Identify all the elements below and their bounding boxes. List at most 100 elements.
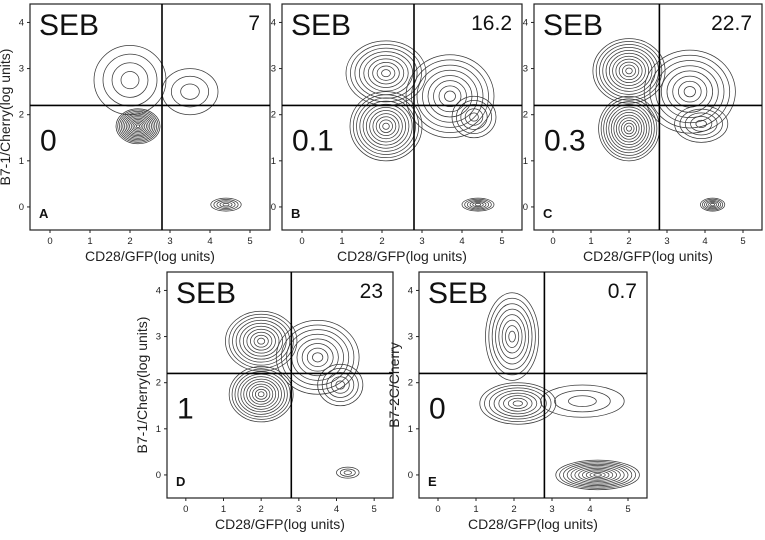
panel-e-population-4-contour: [593, 473, 602, 477]
panel-a-x-tick-label: 4: [207, 236, 212, 247]
panel-c-y-tick-label: 1: [523, 156, 528, 167]
panel-a-population-3-contour: [170, 75, 210, 108]
panel-a-population-4-contour: [222, 202, 230, 207]
panel-c-population-4-contour: [690, 116, 713, 132]
panel-e-x-tick-label: 3: [549, 504, 554, 515]
panel-b-population-2-contour: [367, 58, 405, 88]
panel-b-x-tick-label: 2: [379, 236, 384, 247]
panel-e-x-tick-label: 5: [625, 504, 630, 515]
panel-c-population-2-contour: [615, 58, 643, 83]
panel-c-population-5-contour: [710, 203, 716, 207]
panel-c-population-3-contour: [672, 75, 708, 108]
panel-e-population-1-contour: [501, 319, 523, 354]
panel-b-population-2-contour: [372, 62, 400, 85]
panel-a-y-tick-label: 3: [19, 64, 24, 75]
panel-b-population-3-contour: [416, 64, 484, 128]
panel-d-population-1-contour: [254, 388, 268, 400]
panel-c-population-2-contour: [605, 49, 653, 92]
panel-c-population-2-contour: [625, 67, 633, 75]
panel-e-y-tick-label: 0: [408, 470, 413, 481]
panel-d-population-1-contour: [237, 373, 285, 415]
panel-a-x-tick-label: 3: [167, 236, 172, 247]
panel-c-population-1-contour: [623, 122, 635, 135]
panel-b-frame: [281, 3, 523, 231]
panel-b-population-1-contour: [379, 119, 393, 133]
panel-d-population-3-contour: [275, 320, 360, 395]
panel-b-population-1-contour: [349, 91, 423, 162]
panel-c-population-2-contour: [599, 44, 659, 98]
panel-c-population-1-contour: [603, 101, 655, 156]
panel-e-population-4-contour: [585, 470, 610, 480]
panel-b-population-3-contour: [411, 59, 489, 133]
panel-d-population-3-contour: [281, 324, 355, 390]
panel-b-population-5-contour: [461, 197, 495, 212]
panel-c-x-tick-label: 5: [740, 236, 745, 247]
panel-e-population-4-contour: [555, 459, 640, 491]
panel-c-y-tick-label: 0: [523, 202, 528, 213]
panel-c-population-4-contour: [684, 112, 718, 136]
panel-d-population-3-contour: [306, 347, 329, 367]
panel-b-x-tick-label: 3: [419, 236, 424, 247]
panel-b-population-5-contour: [466, 199, 490, 210]
panel-d-population-1-contour: [246, 381, 277, 408]
panel-e-upper-right-percent: 0.7: [608, 280, 637, 303]
panel-b-population-5-contour: [472, 202, 484, 208]
panel-a-population-1-contour: [115, 108, 161, 145]
panel-c-population-5-contour: [706, 201, 720, 209]
panel-d-upper-right-percent: 23: [360, 280, 383, 303]
panel-b-upper-right-percent: 16.2: [471, 12, 512, 35]
panel-c-population-5-contour: [702, 198, 724, 211]
panel-d-population-2-contour: [232, 316, 291, 366]
panel-c-x-tick-label: 1: [588, 236, 593, 247]
panel-e-population-1-contour: [488, 297, 536, 376]
panel-d-population-4-contour: [321, 368, 359, 402]
panel-a-population-1-contour: [129, 119, 147, 134]
panel-c-population-2-contour: [622, 64, 636, 78]
panel-e-population-2-contour: [493, 390, 542, 417]
panel-b-y-tick-label: 4: [271, 17, 276, 28]
panel-b-population-1-contour: [365, 106, 407, 146]
panel-c-stimulus-label: SEB: [543, 9, 603, 42]
panel-d-population-4-contour: [335, 380, 346, 390]
panel-d-population-2-contour: [253, 334, 269, 348]
panel-c-population-2-contour: [595, 41, 663, 101]
panel-a-y-tick-label: 2: [19, 110, 24, 121]
panel-c-population-4-contour: [674, 105, 729, 143]
panel-a-population-4-contour: [213, 199, 239, 211]
panel-c-population-1-contour: [626, 125, 632, 132]
panel-d-x-tick-label: 2: [259, 504, 264, 515]
panel-e-population-2-contour: [479, 382, 557, 425]
panel-e-population-4-contour: [559, 461, 636, 489]
panel-b-y-tick-label: 1: [271, 156, 276, 167]
panel-a-population-2-contour: [111, 62, 149, 98]
panel-c-population-1-contour: [621, 120, 637, 137]
panel-a-population-2-contour: [93, 45, 167, 116]
panel-b-population-2-contour: [376, 65, 396, 81]
panel-a-y-tick-label: 1: [19, 156, 24, 167]
panel-e-population-2-contour: [507, 397, 528, 410]
panel-b-x-tick-label: 5: [499, 236, 504, 247]
panel-b-population-3-contour: [427, 75, 473, 118]
panel-c-x-tick-label: 4: [702, 236, 707, 247]
panel-b-population-3-contour: [438, 85, 462, 107]
panel-d-y-tick-label: 1: [156, 424, 161, 435]
panel-e-population-4-contour: [570, 465, 625, 485]
panel-a-x-tick-label: 2: [127, 236, 132, 247]
panel-c-population-1-contour: [608, 106, 650, 151]
panel-c-y-tick-label: 2: [523, 110, 528, 121]
panel-d-population-5-contour: [339, 468, 356, 477]
panel-b-population-4-contour: [464, 108, 484, 126]
panel-b-population-1-contour: [382, 122, 390, 130]
panel-d-population-2-contour: [225, 310, 298, 372]
panel-b-y-tick-label: 3: [271, 64, 276, 75]
panel-c-population-2-contour: [608, 52, 650, 89]
panel-c-population-5-contour: [704, 199, 722, 210]
panel-c-population-2-contour: [602, 47, 656, 95]
panel-a-x-tick-label: 0: [47, 236, 52, 247]
panel-d-population-4-contour: [330, 376, 350, 394]
panel-d-y-axis-label: B7-1/Cherry(log units): [134, 317, 150, 454]
panel-a-population-2-contour: [102, 53, 158, 107]
